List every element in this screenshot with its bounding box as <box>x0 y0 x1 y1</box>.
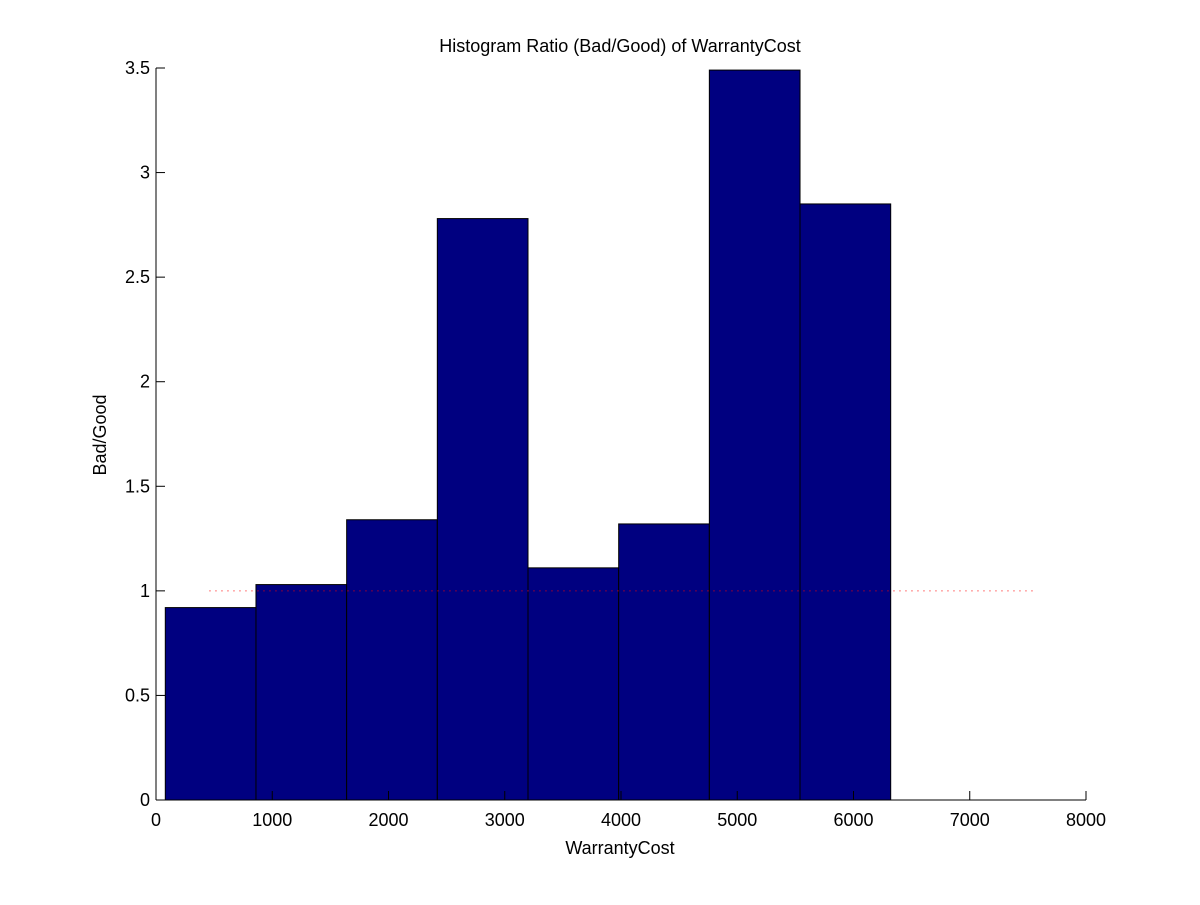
x-tick-label: 6000 <box>833 810 873 830</box>
y-tick-label: 1 <box>140 581 150 601</box>
histogram-bar-4 <box>436 218 529 801</box>
x-ticks-group: 0 1000 2000 3000 4000 5000 6000 7000 8000 <box>151 791 1106 830</box>
histogram-bar-5 <box>527 567 620 801</box>
histogram-bar-2 <box>255 584 348 801</box>
histogram-bar-7 <box>708 69 801 801</box>
chart-title: Histogram Ratio (Bad/Good) of WarrantyCo… <box>439 36 800 56</box>
x-tick-label: 7000 <box>950 810 990 830</box>
x-tick-label: 2000 <box>368 810 408 830</box>
y-tick-label: 1.5 <box>125 476 150 496</box>
y-tick-label: 3.5 <box>125 58 150 78</box>
histogram-bar-6 <box>618 523 710 801</box>
histogram-bar-8 <box>799 203 892 801</box>
x-tick-label: 8000 <box>1066 810 1106 830</box>
y-tick-label: 2.5 <box>125 267 150 287</box>
x-tick-label: 4000 <box>601 810 641 830</box>
y-tick-label: 0 <box>140 790 150 810</box>
histogram-bar-3 <box>346 519 438 801</box>
x-tick-label: 5000 <box>717 810 757 830</box>
y-ticks-group: 0 0.5 1 1.5 2 2.5 3 3.5 <box>125 58 165 810</box>
y-tick-label: 3 <box>140 163 150 183</box>
bars-group <box>164 69 892 801</box>
y-tick-label: 0.5 <box>125 685 150 705</box>
x-tick-label: 3000 <box>485 810 525 830</box>
x-axis-title: WarrantyCost <box>565 838 674 858</box>
histogram-bar-1 <box>164 607 257 801</box>
y-axis-title: Bad/Good <box>90 394 110 475</box>
y-tick-label: 2 <box>140 372 150 392</box>
x-tick-label: 1000 <box>252 810 292 830</box>
x-tick-label: 0 <box>151 810 161 830</box>
